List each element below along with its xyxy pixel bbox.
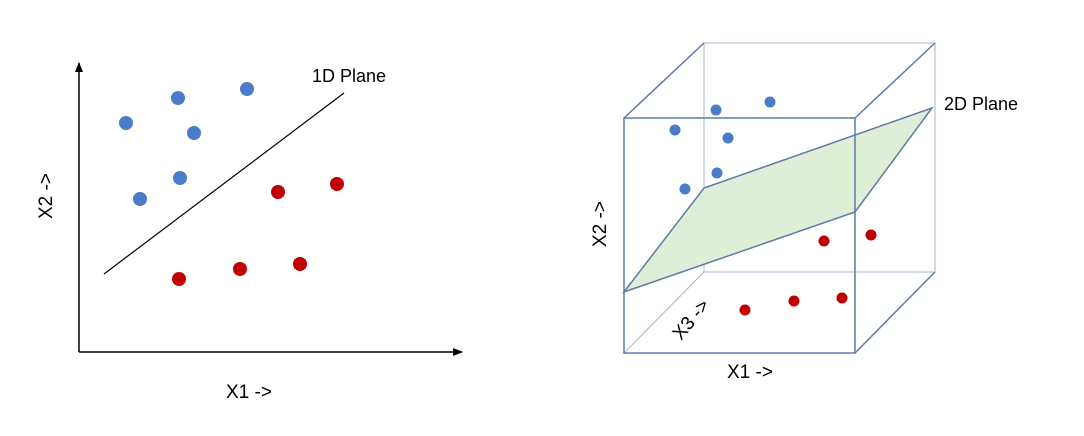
left-x-axis-label: X1 -> xyxy=(226,382,272,403)
right-class-b-points xyxy=(739,229,877,316)
right-diagram: 2D Plane X1 -> X2 -> X3 -> xyxy=(590,42,1018,383)
data-point xyxy=(710,104,722,116)
data-point xyxy=(172,272,186,286)
left-diagram: 1D Plane X1 -> X2 -> xyxy=(36,62,463,403)
cube-front-edges xyxy=(623,42,936,354)
right-y-axis-label: X2 -> xyxy=(590,201,611,247)
data-point xyxy=(271,185,285,199)
data-point xyxy=(679,183,691,195)
data-point xyxy=(330,177,344,191)
data-point xyxy=(233,262,247,276)
data-point xyxy=(240,82,254,96)
right-class-a-points xyxy=(669,96,776,195)
data-point xyxy=(669,124,681,136)
cube-back-edges xyxy=(623,42,936,354)
data-point xyxy=(818,235,830,247)
data-point xyxy=(711,167,723,179)
data-point xyxy=(739,304,751,316)
right-x-axis-label: X1 -> xyxy=(727,362,773,383)
data-point xyxy=(764,96,776,108)
data-point xyxy=(119,116,133,130)
data-point xyxy=(293,257,307,271)
left-class-b-points xyxy=(172,177,344,286)
data-point xyxy=(865,229,877,241)
right-z-axis-label: X3 -> xyxy=(669,296,715,345)
data-point xyxy=(836,292,848,304)
plane-label-1d: 1D Plane xyxy=(312,66,386,86)
separating-line-1d xyxy=(103,92,345,275)
left-y-axis-label: X2 -> xyxy=(36,173,57,219)
separating-plane-2d xyxy=(621,106,935,294)
data-point xyxy=(173,171,187,185)
data-point xyxy=(133,192,147,206)
left-class-a-points xyxy=(119,82,254,206)
data-point xyxy=(187,126,201,140)
data-point xyxy=(722,132,734,144)
plane-label-2d: 2D Plane xyxy=(944,94,1018,114)
data-point xyxy=(788,295,800,307)
data-point xyxy=(171,91,185,105)
